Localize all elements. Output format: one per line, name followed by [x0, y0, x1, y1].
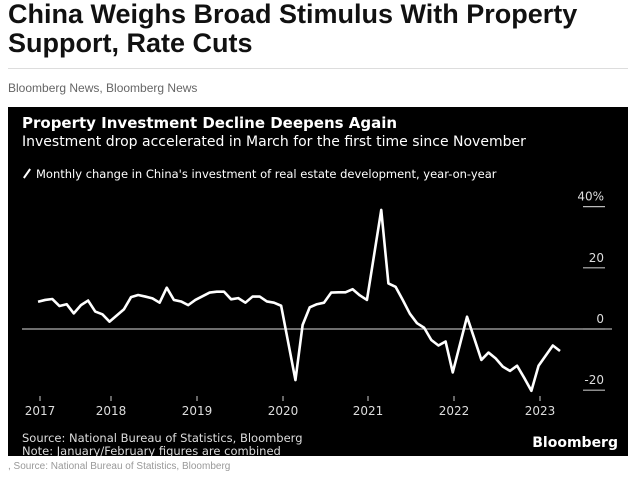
x-tick-label: 2020 [268, 404, 299, 418]
source: Source: National Bureau of Statistics, B… [22, 431, 303, 445]
legend: Monthly change in China's investment of … [22, 167, 497, 181]
chart: Property Investment Decline Deepens Agai… [8, 107, 628, 456]
x-tick-label: 2018 [96, 404, 127, 418]
series-line [37, 208, 561, 393]
image-caption: , Source: National Bureau of Statistics,… [8, 461, 231, 472]
legend-label: Monthly change in China's investment of … [36, 167, 497, 181]
plot-area: 40% 20 0 -20 2017 2018 2019 2020 2021 2022 2023 [22, 190, 612, 418]
x-tick-label: 2023 [525, 404, 556, 418]
y-tick-label: -20 [584, 373, 604, 387]
y-tick-label: 0 [596, 312, 604, 326]
x-tick-label: 2021 [353, 404, 384, 418]
x-tick-label: 2019 [182, 404, 213, 418]
source-note: Source: National Bureau of Statistics, B… [22, 431, 303, 457]
y-tick-label: 20 [589, 251, 604, 265]
x-tick-label: 2017 [25, 404, 56, 418]
y-tick-label: 40% [577, 190, 604, 204]
chart-title: Property Investment Decline Deepens Agai… [22, 114, 398, 132]
divider [8, 68, 628, 69]
byline: Bloomberg News, Bloomberg News [8, 81, 198, 95]
bloomberg-logo: Bloomberg [532, 435, 618, 451]
headline: China Weighs Broad Stimulus With Propert… [8, 0, 578, 58]
chart-subtitle: Investment drop accelerated in March for… [22, 134, 526, 150]
note: Note: January/February figures are combi… [22, 444, 281, 457]
x-tick-label: 2022 [439, 404, 470, 418]
